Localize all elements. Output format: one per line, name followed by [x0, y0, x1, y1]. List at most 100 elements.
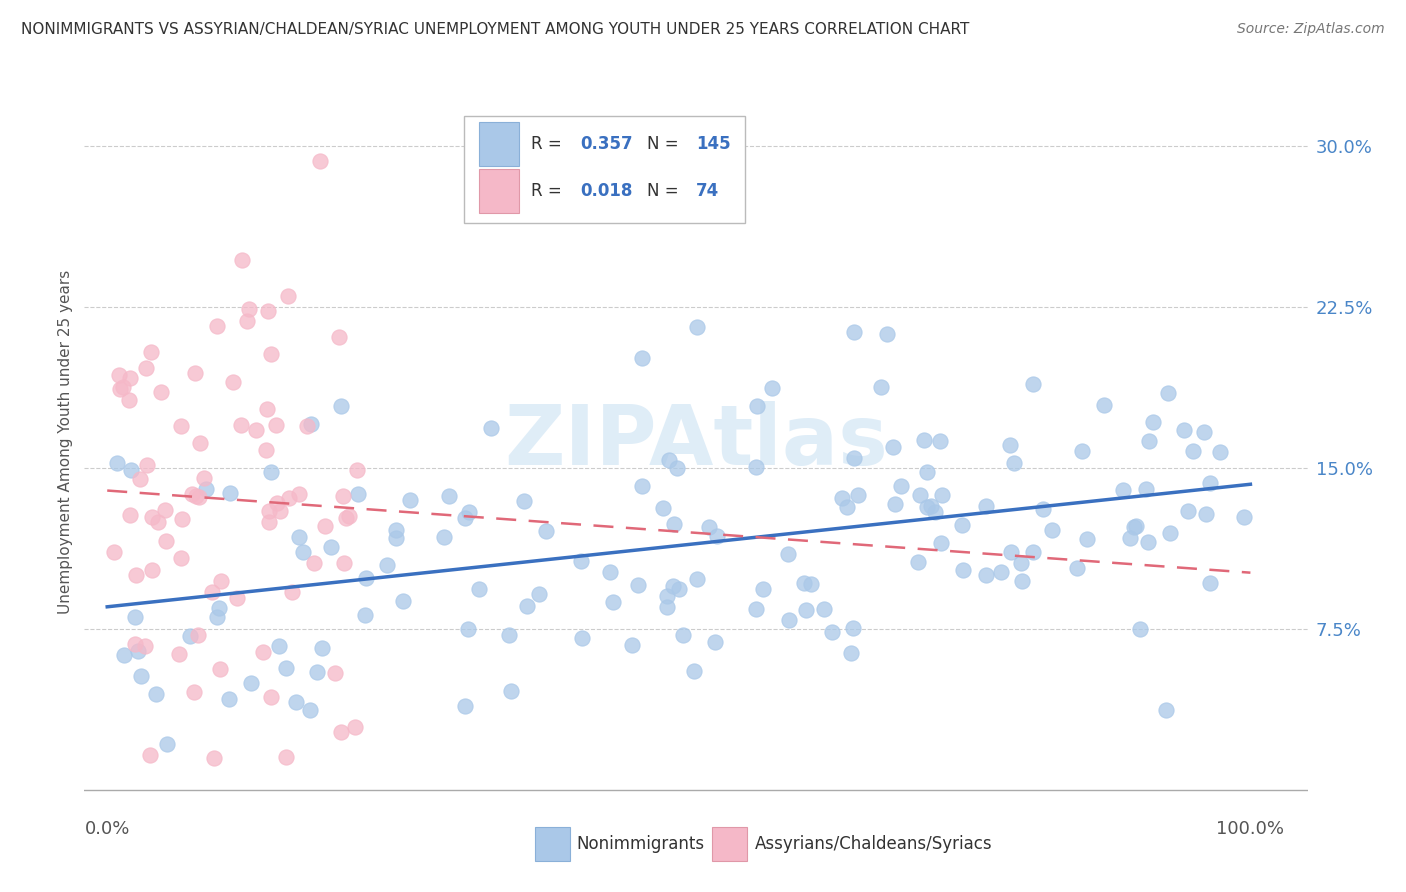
Point [793, 576, 815, 591]
Text: Source: ZipAtlas.com: Source: ZipAtlas.com [1237, 22, 1385, 37]
Point [974, 567, 997, 582]
Point [288, 531, 311, 545]
Point [1232, 510, 1254, 524]
Point [328, 330, 350, 344]
Point [288, 487, 311, 501]
Point [794, 603, 817, 617]
Point [1125, 519, 1147, 533]
Point [108, 382, 131, 396]
Point [236, 314, 259, 328]
Point [346, 463, 368, 477]
Point [267, 640, 290, 654]
Point [333, 556, 356, 570]
Point [145, 687, 167, 701]
Point [571, 631, 593, 645]
Point [498, 628, 520, 642]
Text: NONIMMIGRANTS VS ASSYRIAN/CHALDEAN/SYRIAC UNEMPLOYMENT AMONG YOUTH UNDER 25 YEAR: NONIMMIGRANTS VS ASSYRIAN/CHALDEAN/SYRIA… [21, 22, 970, 37]
Point [129, 669, 152, 683]
Point [325, 666, 347, 681]
Y-axis label: Unemployment Among Youth under 25 years: Unemployment Among Youth under 25 years [58, 269, 73, 614]
Point [602, 595, 624, 609]
Point [299, 417, 322, 431]
Point [335, 511, 357, 525]
Point [1177, 504, 1199, 518]
Point [254, 443, 277, 458]
Point [662, 516, 685, 531]
Point [278, 491, 301, 505]
Point [454, 511, 477, 525]
Point [124, 567, 146, 582]
FancyBboxPatch shape [464, 116, 745, 223]
Point [1199, 475, 1222, 490]
Point [931, 536, 953, 550]
Point [187, 490, 209, 504]
Point [392, 594, 415, 608]
Point [257, 515, 280, 529]
Point [458, 505, 481, 519]
Point [281, 585, 304, 599]
Point [257, 504, 280, 518]
Point [1022, 545, 1045, 559]
Point [120, 463, 142, 477]
Point [120, 508, 142, 522]
Point [454, 698, 477, 713]
Point [170, 551, 193, 566]
Point [837, 500, 859, 514]
Point [831, 491, 853, 505]
Point [928, 434, 950, 448]
Point [124, 610, 146, 624]
Point [821, 625, 844, 640]
Text: ZIPAtlas: ZIPAtlas [503, 401, 889, 482]
Point [291, 544, 314, 558]
Point [302, 556, 325, 570]
Point [813, 602, 835, 616]
Point [1022, 376, 1045, 391]
Point [385, 531, 408, 545]
Point [1122, 520, 1144, 534]
Point [1157, 386, 1180, 401]
Text: R =: R = [531, 135, 567, 153]
Point [222, 376, 245, 390]
Point [194, 483, 217, 497]
Point [184, 489, 207, 503]
Text: 0.357: 0.357 [579, 135, 633, 153]
Point [655, 599, 678, 614]
Point [876, 326, 898, 341]
Point [201, 584, 224, 599]
Point [686, 319, 709, 334]
Point [319, 540, 342, 554]
Point [181, 487, 204, 501]
Point [1129, 622, 1152, 636]
Point [778, 613, 800, 627]
Point [752, 582, 775, 597]
Point [501, 683, 523, 698]
Point [599, 565, 621, 579]
Point [124, 637, 146, 651]
Point [105, 456, 128, 470]
Point [167, 647, 190, 661]
Point [135, 361, 157, 376]
Point [666, 460, 689, 475]
Point [1076, 532, 1098, 546]
Point [114, 648, 136, 663]
Point [260, 690, 283, 705]
Point [219, 485, 242, 500]
Point [205, 319, 228, 334]
Point [1135, 482, 1157, 496]
Text: R =: R = [531, 182, 567, 200]
Point [375, 558, 398, 573]
Point [156, 737, 179, 751]
Text: N =: N = [647, 182, 683, 200]
Point [277, 288, 299, 302]
Point [354, 571, 377, 585]
Point [745, 459, 768, 474]
Point [398, 492, 420, 507]
Point [111, 380, 134, 394]
Point [103, 545, 125, 559]
Point [672, 628, 695, 642]
Point [330, 399, 353, 413]
Point [950, 518, 973, 533]
Point [209, 574, 232, 589]
Point [295, 418, 318, 433]
Point [307, 665, 329, 680]
